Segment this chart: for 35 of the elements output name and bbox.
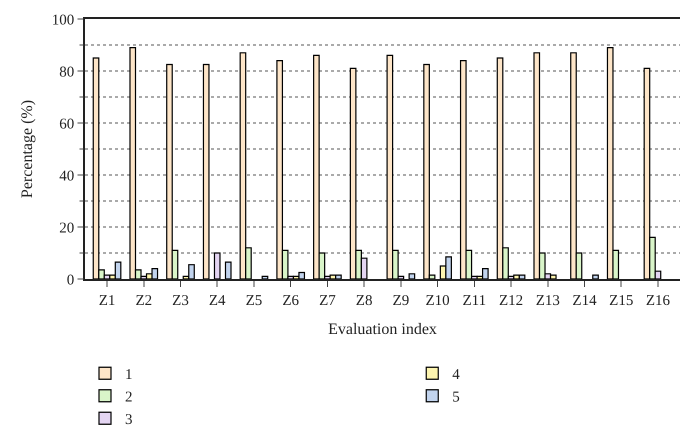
bar xyxy=(214,252,221,279)
x-tick-label: Z5 xyxy=(246,292,262,309)
x-tick-label: Z7 xyxy=(319,292,336,309)
legend-label: 1 xyxy=(125,367,132,384)
bar xyxy=(262,276,268,279)
x-tick-label: Z16 xyxy=(646,292,671,309)
y-axis-title: Percentage (%) xyxy=(19,100,36,198)
x-tick-label: Z8 xyxy=(356,292,372,309)
x-tick-label: Z6 xyxy=(282,292,300,309)
x-tick-label: Z11 xyxy=(462,292,486,309)
x-tick-label: Z10 xyxy=(426,292,450,309)
x-tick-label: Z12 xyxy=(498,292,524,309)
y-tick-label: 100 xyxy=(52,12,74,28)
y-tick-label: 80 xyxy=(59,64,74,80)
legend-label: 4 xyxy=(452,367,460,384)
bar xyxy=(408,273,416,279)
bar xyxy=(592,274,599,279)
x-tick-label: Z14 xyxy=(572,292,598,309)
x-tick-label: Z3 xyxy=(172,292,189,309)
bar xyxy=(224,262,232,279)
legend-label: 2 xyxy=(125,390,132,406)
y-tick-label: 0 xyxy=(66,272,74,288)
legend-label: 5 xyxy=(452,390,460,406)
x-axis-title: Evaluation index xyxy=(328,320,437,338)
y-tick-label: 20 xyxy=(59,220,74,236)
legend-label: 3 xyxy=(125,412,132,428)
x-tick-label: Z13 xyxy=(536,292,560,309)
x-tick-label: Z15 xyxy=(609,292,634,309)
y-tick-label: 40 xyxy=(59,168,74,184)
x-tick-label: Z2 xyxy=(135,292,152,309)
y-tick-label: 60 xyxy=(59,116,74,132)
x-tick-label: Z1 xyxy=(98,292,116,309)
x-tick-label: Z9 xyxy=(392,292,410,309)
x-tick-label: Z4 xyxy=(208,292,226,309)
bar xyxy=(202,64,210,279)
